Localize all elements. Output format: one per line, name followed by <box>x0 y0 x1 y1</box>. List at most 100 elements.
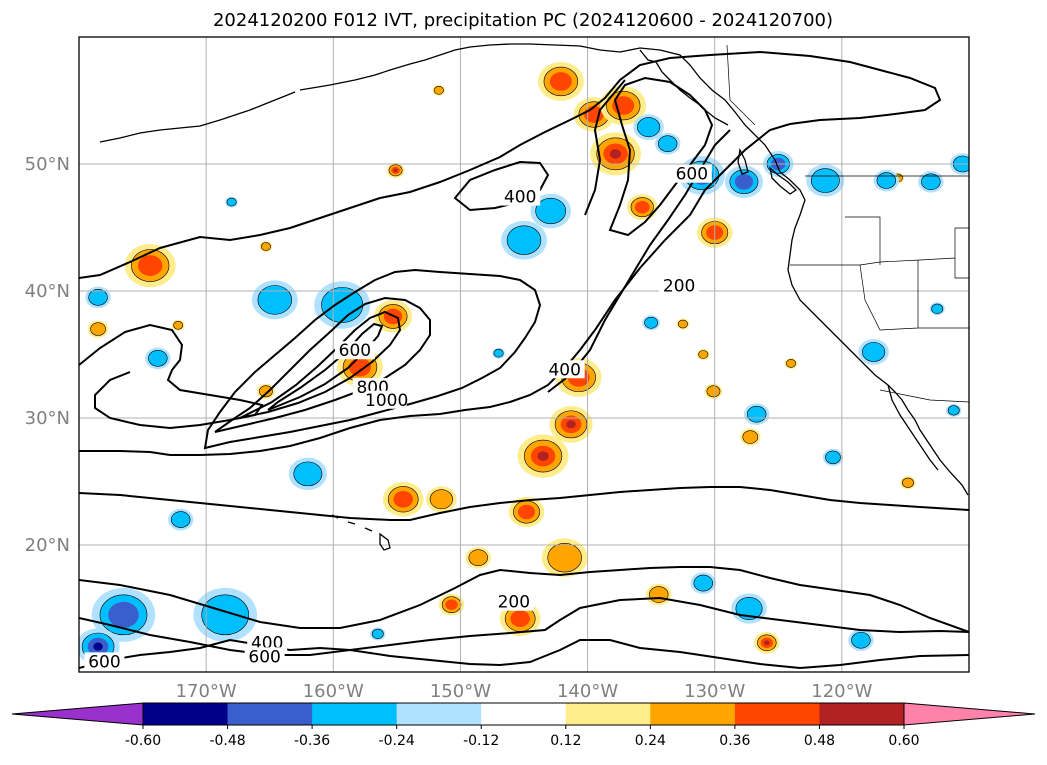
longitude-labels: 170°W 160°W 150°W 140°W 130°W 120°W <box>176 681 873 702</box>
ivt-contour-400-jet <box>203 268 542 450</box>
positive-blob-10 <box>549 405 593 443</box>
negative-blob-22 <box>929 302 945 316</box>
colorbar-segment-4 <box>481 703 567 725</box>
colorbar-extend-high <box>903 702 1036 726</box>
negative-blob-3-level-1 <box>810 168 840 193</box>
ivt-label-bg-10 <box>244 647 285 666</box>
negative-blob-21-level-1 <box>862 342 886 362</box>
colorbar-tick-label-3: -0.24 <box>379 733 415 749</box>
negative-blob-1 <box>724 165 764 198</box>
positive-blob-6 <box>124 243 176 288</box>
negative-blob-25-level-1 <box>693 574 713 592</box>
ivt-contour-label-2: 200 <box>663 276 695 296</box>
colorbar-segment-6 <box>650 703 736 725</box>
positive-blob-31-level-1 <box>173 320 184 330</box>
positive-blob-19 <box>646 583 672 606</box>
ivt-contour-600-bottom <box>79 638 969 670</box>
ivt-label-bg-9 <box>84 652 125 671</box>
ivt-label-bg-0 <box>500 187 541 206</box>
lat-tick-label-2: 30°N <box>25 408 70 429</box>
ivt-contour-label-4: 600 <box>339 341 371 361</box>
negative-blob-5 <box>918 170 944 193</box>
ivt-label-bg-7 <box>493 592 534 611</box>
ivt-contour-label-5: 1000 <box>365 391 408 411</box>
positive-blob-16 <box>541 538 588 578</box>
positive-blob-21 <box>386 162 405 178</box>
negative-blob-14-level-1 <box>148 350 168 367</box>
ivt-label-bg-8 <box>247 633 288 652</box>
negative-blob-9-level-1 <box>506 225 542 255</box>
positive-blob-24-level-1 <box>742 430 759 444</box>
ivt-label-bg-6 <box>544 360 585 379</box>
lon-tick-label-0: 170°W <box>176 681 237 702</box>
ivt-contour-label-0: 400 <box>504 188 536 208</box>
positive-blob-13-level-1 <box>429 489 453 510</box>
state-borders <box>790 216 969 331</box>
positive-blob-32 <box>432 84 446 96</box>
us-mexico-border <box>879 389 969 403</box>
haida-gwaii <box>737 147 749 175</box>
negative-blob-30 <box>642 315 661 331</box>
negative-blob-18 <box>288 457 327 491</box>
positive-blob-29 <box>87 320 109 338</box>
negative-blob-7 <box>633 114 664 141</box>
negative-blob-11-level-1 <box>321 287 364 323</box>
positive-blob-10-level-3 <box>566 420 576 429</box>
positive-blob-22-level-1 <box>259 385 273 398</box>
colorbar-tick-label-2: -0.36 <box>294 733 330 749</box>
positive-blob-32-level-1 <box>433 86 444 95</box>
negative-blob-1-level-2 <box>734 173 754 190</box>
negative-blob-5-level-1 <box>921 173 941 191</box>
ivt-contour-400-north-inner <box>584 79 626 216</box>
positive-blob-18-level-2 <box>510 610 530 627</box>
negative-blob-8 <box>654 132 681 155</box>
positive-blob-26 <box>676 318 690 330</box>
ivt-contour-600-south <box>79 596 969 656</box>
ivt-contour-600-north <box>608 76 714 237</box>
positive-blob-26-level-1 <box>677 319 688 329</box>
negative-blob-12 <box>251 280 298 320</box>
lon-tick-label-3: 140°W <box>557 681 618 702</box>
positive-blob-0-level-2 <box>549 72 572 91</box>
positive-blob-29-level-1 <box>90 322 106 336</box>
ivt-label-bg-5 <box>366 390 407 409</box>
ivt-label-bg-4 <box>334 341 375 360</box>
colorbar-segment-2 <box>312 703 398 725</box>
negative-blob-18-level-1 <box>293 461 323 487</box>
positive-blob-23 <box>704 383 723 399</box>
positive-blob-21-level-3 <box>393 168 398 173</box>
alaska-coastline <box>299 43 756 136</box>
positive-blob-25-level-1 <box>902 477 914 488</box>
ivt-contour-400-north <box>453 160 550 212</box>
negative-blob-19 <box>743 403 770 425</box>
lon-tick-label-1: 160°W <box>303 681 364 702</box>
negative-blob-19-level-1 <box>746 405 767 423</box>
positive-blob-23-level-1 <box>706 385 721 398</box>
negative-blob-8-level-1 <box>657 135 678 152</box>
ivt-contour-label-6: 400 <box>548 360 580 380</box>
vancouver-island <box>768 166 798 195</box>
west-coast-coastline <box>754 134 969 496</box>
positive-blob-11 <box>517 434 569 478</box>
ivt-contour-label-10: 600 <box>248 647 280 667</box>
colorbar-tick-labels: -0.60 -0.48 -0.36 -0.24 -0.12 0.12 0.24 0.36 0.4… <box>125 725 920 749</box>
colorbar-segment-1 <box>227 703 313 725</box>
aleutian-islands <box>99 91 296 143</box>
positive-blob-27-level-1 <box>698 350 709 359</box>
ivt-contour-label-1: 600 <box>676 165 708 185</box>
colorbar-tick-label-5: 0.12 <box>550 733 581 749</box>
lat-tick-label-3: 20°N <box>25 535 70 556</box>
negative-blob-4 <box>873 169 900 192</box>
negative-blob-12-level-1 <box>257 285 293 315</box>
negative-blob-23 <box>946 403 962 417</box>
map-background <box>79 37 969 672</box>
positive-blob-28 <box>784 357 798 369</box>
positive-blob-3-level-3 <box>609 149 622 159</box>
negative-blob-29-level-1 <box>171 511 191 528</box>
negative-blob-28 <box>492 347 505 359</box>
negative-blob-20-level-1 <box>825 450 841 465</box>
negative-blob-17-level-3 <box>93 642 103 651</box>
